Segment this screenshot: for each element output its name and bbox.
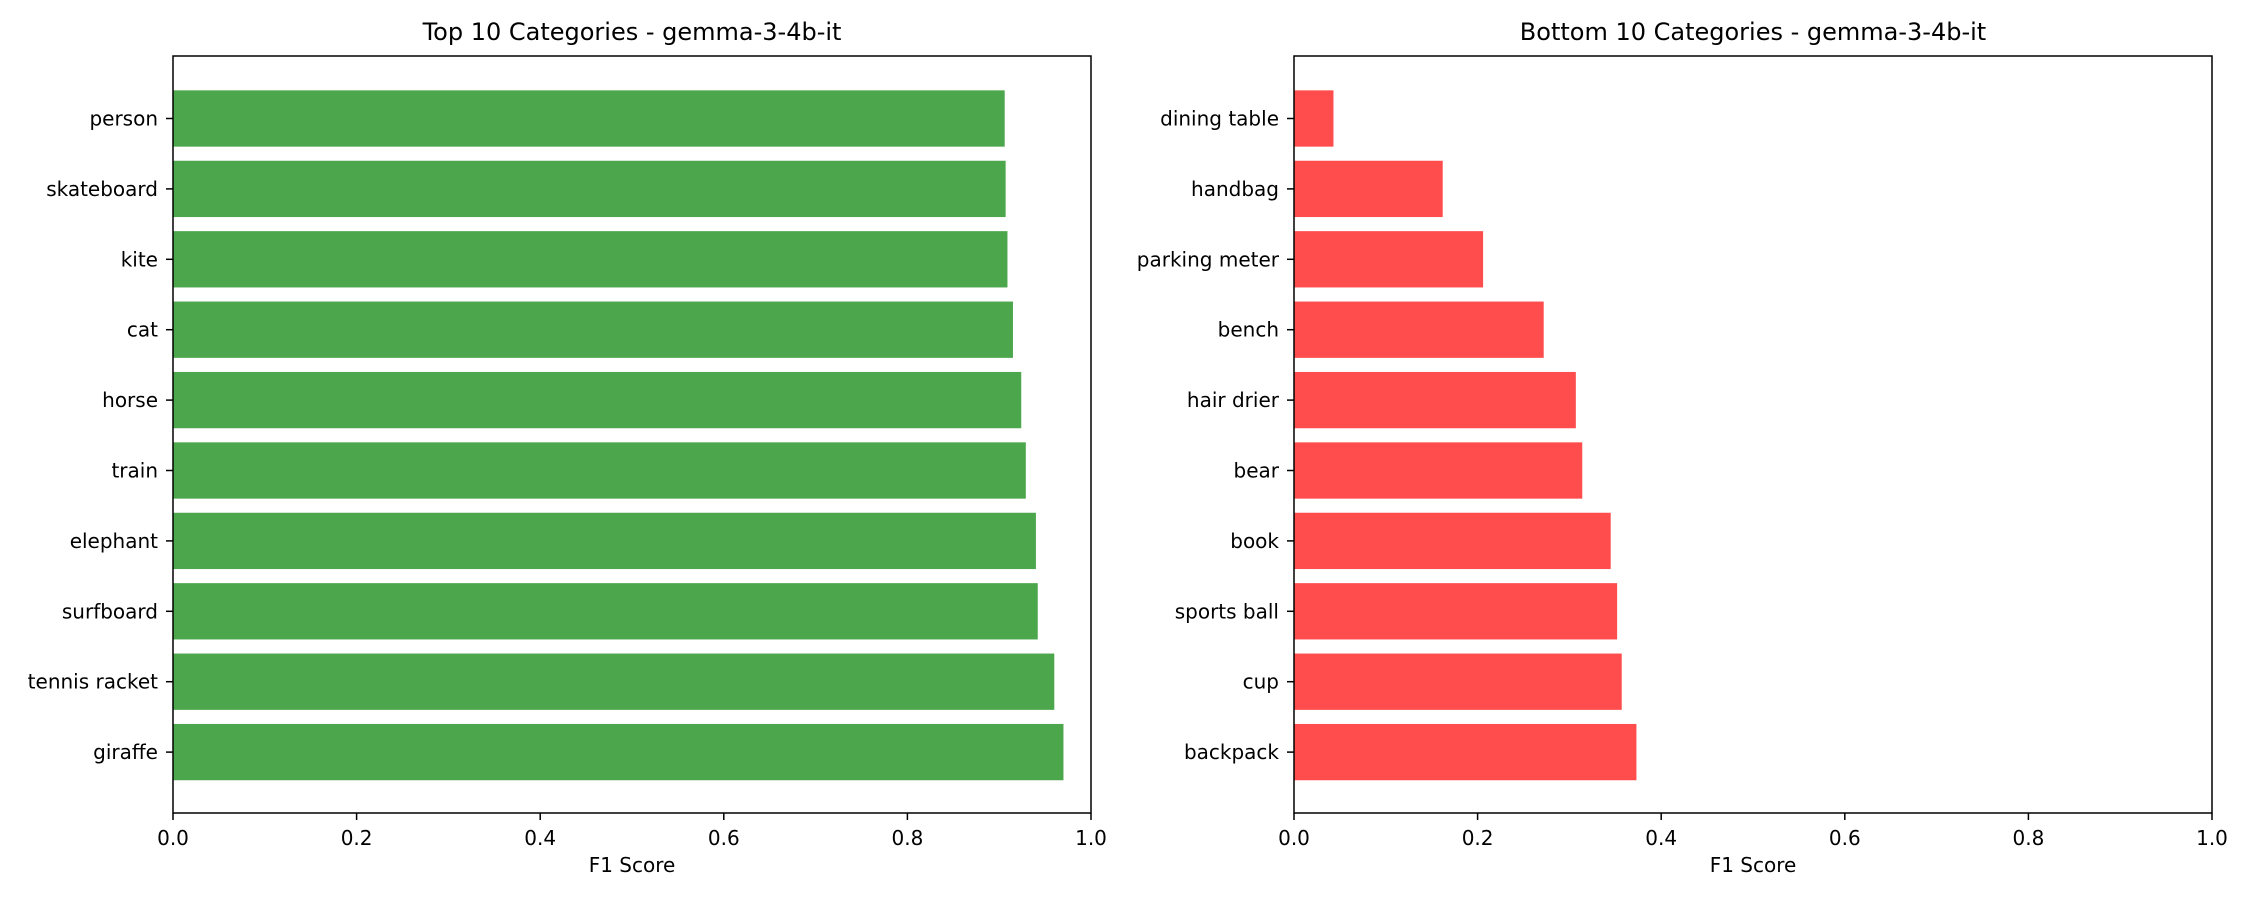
category-label: bench <box>1218 318 1279 342</box>
x-tick-label: 0.8 <box>891 826 923 850</box>
bars <box>1294 90 1637 781</box>
x-tick-label: 0.0 <box>1278 826 1310 850</box>
bar-elephant <box>173 512 1036 570</box>
category-label: backpack <box>1184 740 1279 764</box>
x-tick-label: 0.2 <box>341 826 373 850</box>
bar-bear <box>1294 442 1583 499</box>
plot-frame <box>172 55 1092 814</box>
chart-title: Bottom 10 Categories - gemma-3-4b-it <box>1520 18 1986 46</box>
bar-surfboard <box>173 583 1038 640</box>
x-axis-label: F1 Score <box>1710 853 1797 877</box>
category-labels: person skateboard kite cat horse train elephan… <box>28 107 173 764</box>
x-tick-label: 0.6 <box>708 826 740 850</box>
category-label: book <box>1230 529 1279 553</box>
category-label: train <box>111 459 158 483</box>
x-tick-label: 1.0 <box>2196 826 2228 850</box>
category-label: sports ball <box>1175 599 1279 623</box>
category-label: handbag <box>1191 177 1279 201</box>
bar-backpack <box>1294 723 1637 781</box>
category-label: cat <box>127 318 158 342</box>
top-categories-panel: Top 10 Categories - gemma-3-4b-it person… <box>28 18 1107 877</box>
bottom-categories-panel: Bottom 10 Categories - gemma-3-4b-it din… <box>1137 18 2228 877</box>
category-label: surfboard <box>62 599 158 623</box>
bar-tennis-racket <box>173 653 1055 710</box>
x-tick-label: 0.8 <box>2012 826 2044 850</box>
bars <box>173 90 1064 781</box>
x-ticks: 0.0 0.2 0.4 0.6 0.8 1.0 <box>157 813 1107 850</box>
x-axis-label: F1 Score <box>589 853 676 877</box>
category-labels: dining table handbag parking meter bench hai… <box>1137 107 1294 764</box>
bar-horse <box>173 371 1022 429</box>
category-label: tennis racket <box>28 670 158 694</box>
bar-giraffe <box>173 723 1064 781</box>
x-ticks: 0.0 0.2 0.4 0.6 0.8 1.0 <box>1278 813 2228 850</box>
x-tick-label: 0.4 <box>524 826 556 850</box>
x-tick-label: 0.0 <box>157 826 189 850</box>
bar-kite <box>173 231 1008 288</box>
bar-dining-table <box>1294 90 1334 147</box>
x-tick-label: 0.2 <box>1462 826 1494 850</box>
bar-skateboard <box>173 160 1006 218</box>
category-label: bear <box>1234 459 1280 483</box>
bar-cat <box>173 301 1013 358</box>
category-label: person <box>89 107 158 131</box>
category-label: horse <box>102 388 158 412</box>
bar-sports-ball <box>1294 583 1618 640</box>
category-label: kite <box>121 247 158 271</box>
bar-book <box>1294 512 1611 570</box>
category-label: elephant <box>70 529 158 553</box>
bar-handbag <box>1294 160 1443 218</box>
bar-cup <box>1294 653 1622 710</box>
plot-frame <box>1293 55 2213 814</box>
x-tick-label: 0.6 <box>1829 826 1861 850</box>
category-label: dining table <box>1160 107 1279 131</box>
bar-train <box>173 442 1026 499</box>
bar-hair-drier <box>1294 371 1576 429</box>
category-label: hair drier <box>1187 388 1280 412</box>
x-tick-label: 1.0 <box>1075 826 1107 850</box>
category-label: giraffe <box>93 740 158 764</box>
category-label: cup <box>1243 670 1279 694</box>
category-label: parking meter <box>1137 247 1280 271</box>
bar-parking-meter <box>1294 231 1484 288</box>
x-tick-label: 0.4 <box>1645 826 1677 850</box>
bar-bench <box>1294 301 1544 358</box>
bar-person <box>173 90 1005 147</box>
chart-title: Top 10 Categories - gemma-3-4b-it <box>422 18 842 46</box>
category-label: skateboard <box>46 177 158 201</box>
